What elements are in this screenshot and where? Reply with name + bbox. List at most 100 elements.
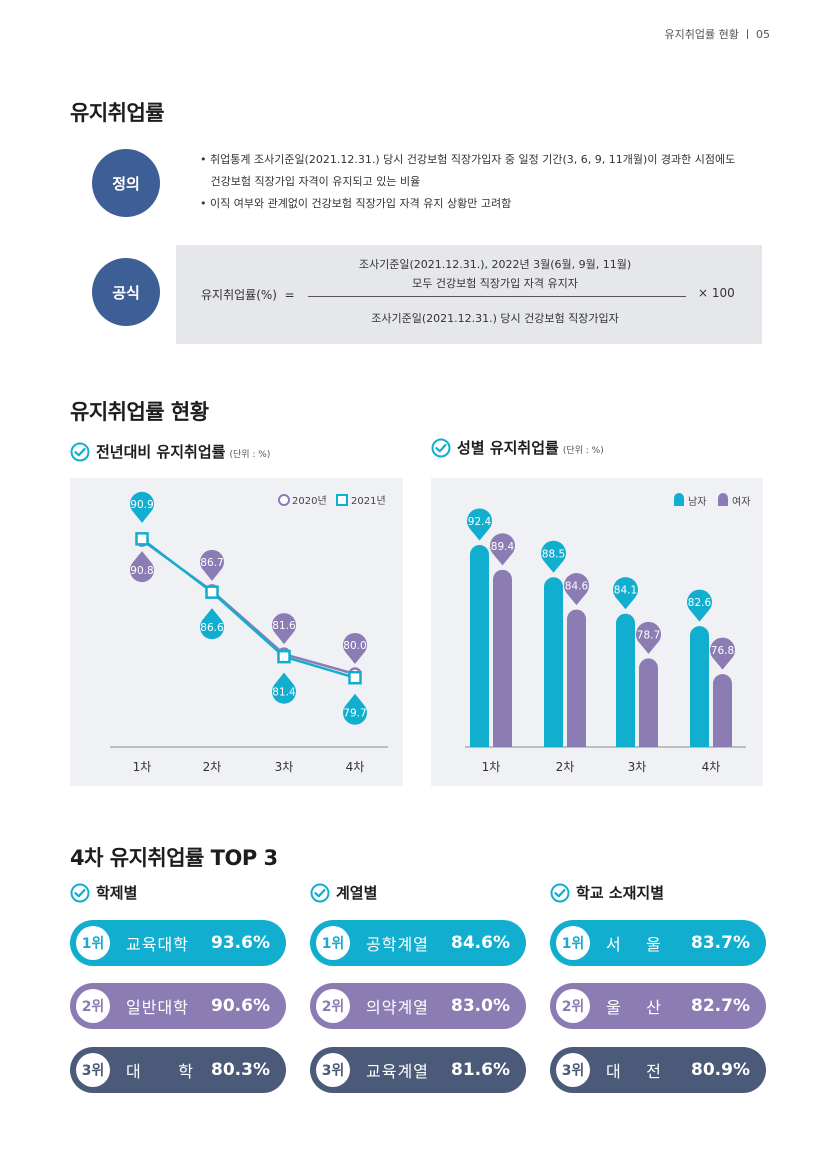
data-label: 79.7	[343, 708, 366, 720]
x-tick-label: 4차	[702, 760, 721, 774]
bar-male	[470, 545, 489, 747]
chart2-heading: 성별 유지취업률 (단위 : %)	[431, 437, 604, 458]
rank-name: 교육대학	[126, 935, 189, 954]
bar-female	[567, 609, 586, 747]
rank-name: 일반대학	[126, 998, 189, 1017]
bar-chart: 1차 2차 3차 4차 남자 여자 92.4 89.4 88.5 84.6 84.1 78.7 82.6…	[431, 478, 763, 786]
data-label: 86.6	[200, 622, 224, 634]
rank-pill: 3위 대 학 80.3%	[70, 1047, 286, 1093]
legend-marker-male	[674, 493, 684, 506]
formula-denominator: 조사기준일(2021.12.31.) 당시 건강보험 직장가입자	[371, 312, 619, 325]
formula-box	[176, 245, 762, 344]
rank-value: 81.6%	[451, 1060, 510, 1080]
data-label: 90.8	[130, 565, 153, 577]
definition-badge: 정의	[92, 149, 160, 217]
data-label: 81.4	[272, 687, 296, 699]
legend-marker-2021	[336, 494, 348, 506]
data-label: 84.1	[614, 585, 637, 597]
rank-value: 83.0%	[451, 996, 510, 1016]
data-label: 90.9	[130, 499, 153, 511]
label-bubble	[710, 637, 735, 670]
fraction-line	[308, 296, 686, 297]
rank-name: 공학계열	[366, 935, 429, 954]
top3-group-heading: 학교 소재지별	[550, 882, 664, 903]
label-bubble	[490, 533, 515, 566]
rank-value: 82.7%	[691, 996, 750, 1016]
data-label-2020: 80.0	[343, 632, 367, 664]
point-2021	[277, 649, 291, 664]
check-circle-icon	[310, 883, 330, 902]
definition-line: • 이직 여부와 관계없이 건강보험 직장가입 자격 유지 상황만 고려함	[200, 197, 512, 210]
rank-badge: 3위	[556, 1053, 590, 1087]
chart-legend: 남자 여자	[674, 493, 750, 508]
point-2021	[348, 670, 362, 685]
series-line-2021	[141, 537, 356, 679]
data-label: 82.6	[688, 597, 712, 609]
bar-female	[493, 569, 512, 747]
chart2-title: 성별 유지취업률	[457, 439, 559, 457]
data-label-2020: 86.7	[200, 549, 225, 581]
definition-line: 건강보험 직장가입 자격이 유지되고 있는 비율	[200, 175, 421, 188]
rank-pill: 1위 교육대학 93.6%	[70, 920, 286, 966]
rank-badge: 2위	[556, 989, 590, 1023]
rank-badge: 1위	[316, 926, 350, 960]
formula-numerator-line2: 모두 건강보험 직장가입 자격 유지자	[412, 277, 578, 290]
label-bubble	[613, 577, 638, 610]
check-circle-icon	[550, 883, 570, 902]
line-chart: 1차 2차 3차 4차 2020년 2021년 90.9 86.6 81.4 79.7 90.8 86…	[70, 478, 403, 786]
section-title-retention-status: 유지취업률 현황	[70, 400, 209, 424]
data-label-male: 92.4	[467, 508, 492, 541]
label-bubble	[687, 589, 712, 622]
data-label-2021: 79.7	[343, 693, 367, 725]
data-label-female: 78.7	[636, 621, 661, 654]
rank-name: 서 울	[606, 935, 662, 954]
chart1-unit: (단위 : %)	[229, 450, 271, 460]
definition-line: • 취업통계 조사기준일(2021.12.31.) 당시 건강보험 직장가입자 …	[200, 153, 736, 166]
bar-female	[713, 674, 732, 747]
rank-badge: 1위	[556, 926, 590, 960]
chart1-heading: 전년대비 유지취업률 (단위 : %)	[70, 441, 270, 462]
data-label: 80.0	[343, 640, 366, 652]
line-chart-svg: 1차 2차 3차 4차 2020년 2021년 90.9 86.6 81.4 79.7 90.8 86…	[110, 491, 388, 774]
rank-name: 울 산	[606, 998, 662, 1017]
page-header: 유지취업률 현황 ㅣ 05	[664, 28, 770, 41]
rank-name: 대 학	[126, 1062, 194, 1081]
rank-value: 93.6%	[211, 933, 270, 953]
data-label-male: 82.6	[687, 589, 712, 622]
data-label-male: 88.5	[541, 540, 566, 573]
chart2-unit: (단위 : %)	[562, 446, 604, 456]
series-line-2020	[141, 539, 356, 676]
rank-badge: 3위	[76, 1053, 110, 1087]
check-circle-icon	[431, 438, 451, 457]
legend-marker-2020	[278, 494, 290, 506]
rank-pill: 1위 공학계열 84.6%	[310, 920, 526, 966]
data-label-2020: 90.8	[130, 551, 154, 583]
label-bubble	[130, 551, 154, 583]
rank-name: 대 전	[606, 1062, 662, 1081]
formula-numerator-line1: 조사기준일(2021.12.31.), 2022년 3월(6월, 9월, 11월…	[358, 258, 632, 271]
x-tick-label: 3차	[275, 760, 294, 774]
x-tick-label: 2차	[203, 760, 222, 774]
data-label-2021: 90.9	[130, 491, 154, 523]
legend-marker-female	[718, 493, 728, 506]
label-bubble	[272, 613, 296, 645]
data-label: 84.6	[565, 581, 589, 593]
x-tick-label: 2차	[556, 760, 575, 774]
point-2021	[205, 585, 219, 599]
rank-pill: 3위 교육계열 81.6%	[310, 1047, 526, 1093]
x-tick-label: 3차	[628, 760, 647, 774]
legend-label-2021: 2021년	[351, 495, 386, 507]
rank-badge: 2위	[316, 989, 350, 1023]
rank-value: 80.9%	[691, 1060, 750, 1080]
data-label-2021: 81.4	[272, 672, 296, 704]
data-label-2021: 86.6	[200, 608, 225, 640]
data-label: 81.6	[272, 620, 296, 632]
label-bubble	[200, 608, 225, 640]
check-circle-icon	[70, 883, 90, 902]
section-title-top3: 4차 유지취업률 TOP 3	[70, 846, 278, 870]
label-bubble	[130, 491, 154, 523]
x-tick-label: 4차	[346, 760, 365, 774]
label-bubble	[636, 621, 661, 654]
legend-label-2020: 2020년	[292, 495, 327, 507]
check-circle-icon	[70, 442, 90, 461]
